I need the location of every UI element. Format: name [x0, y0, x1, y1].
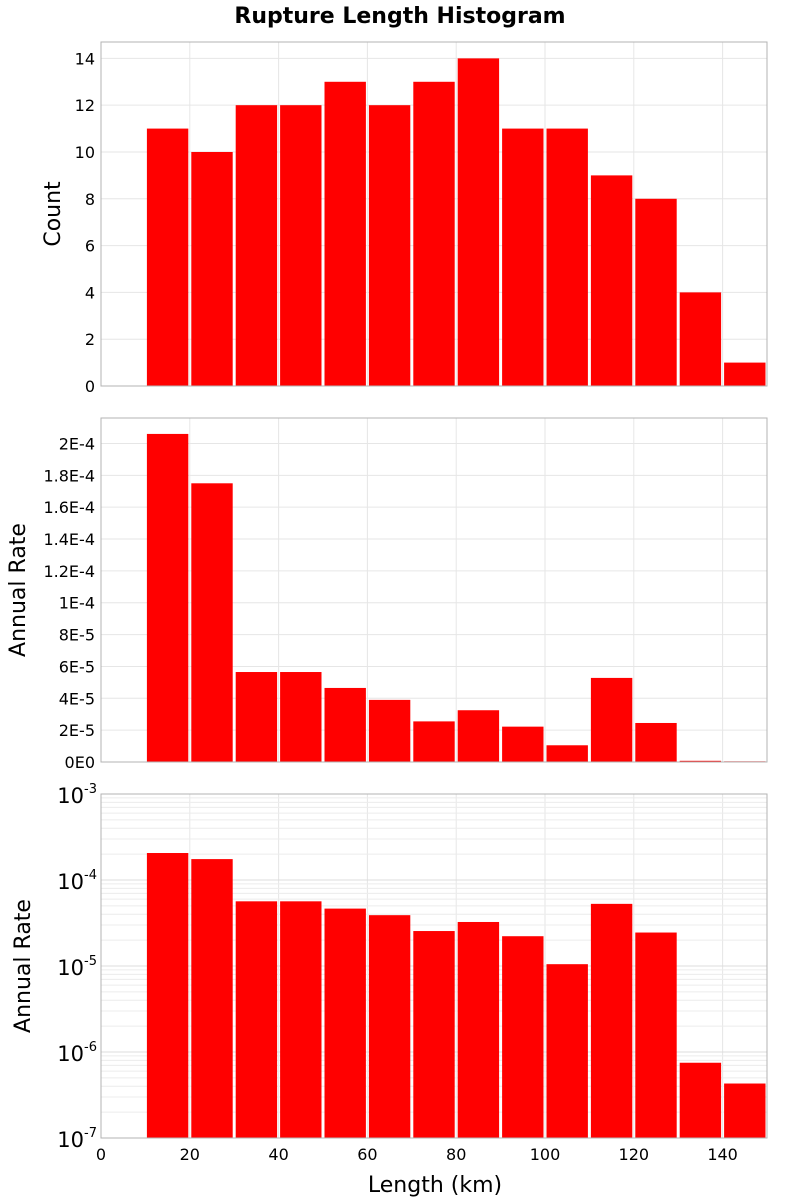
histogram-bar [724, 362, 766, 386]
y-axis-label: Count [41, 181, 66, 247]
histogram-bar [635, 722, 677, 762]
y-tick-label: 2E-5 [59, 721, 95, 740]
histogram-bar [280, 105, 322, 387]
plot-frame [100, 41, 768, 387]
histogram-bar [546, 128, 588, 387]
y-tick-label: 0E0 [65, 753, 95, 772]
histogram-bar [413, 931, 455, 1138]
histogram-bar [191, 151, 233, 386]
y-tick-label: 4 [85, 283, 95, 302]
x-tick-label: 120 [619, 1145, 650, 1164]
y-tick-label: 10 [75, 143, 95, 162]
y-tick-label: 8E-5 [59, 626, 95, 645]
y-tick-label: 0 [85, 377, 95, 396]
histogram-bar [679, 292, 722, 386]
histogram-bar [324, 687, 366, 762]
histogram-bar [457, 710, 500, 762]
histogram-bar [368, 699, 411, 762]
x-tick-label: 60 [357, 1145, 377, 1164]
histogram-bar [280, 901, 322, 1138]
histogram-bar [546, 964, 588, 1138]
histogram-bar [324, 908, 366, 1138]
y-tick-label: 10-6 [57, 1040, 97, 1066]
histogram-bar [368, 915, 411, 1138]
histogram-bar [635, 198, 677, 386]
histogram-bar [590, 175, 633, 386]
annual-rate-linear-panel: 0E0 2E-5 4E-5 6E-5 8E-5 1E-4 1.2E-4 1.4E-4 1.6E-… [6, 417, 768, 772]
x-tick-label: 40 [268, 1145, 288, 1164]
y-tick-label: 10-3 [57, 782, 97, 808]
histogram-bar [724, 1083, 766, 1138]
histogram-bar [235, 105, 278, 387]
histogram-bar [679, 1062, 722, 1138]
y-tick-label: 1E-4 [59, 594, 95, 613]
x-tick-label: 80 [446, 1145, 466, 1164]
x-tick-label: 100 [530, 1145, 561, 1164]
histogram-bar [146, 128, 189, 387]
histogram-bar [413, 721, 455, 762]
count-histogram-panel: 0 2 4 6 8 10 12 14 Count [41, 41, 768, 396]
y-tick-label: 10-7 [57, 1126, 97, 1152]
histogram-bar [502, 936, 544, 1138]
y-axis-label: Annual Rate [6, 523, 31, 657]
histogram-bar [590, 903, 633, 1138]
y-tick-label: 10-4 [57, 868, 97, 894]
histogram-bar [235, 672, 278, 762]
histogram-bar [679, 760, 722, 762]
histogram-bar [235, 901, 278, 1138]
histogram-bar [191, 483, 233, 762]
histogram-bar [502, 726, 544, 762]
histogram-bar [146, 853, 189, 1138]
histogram-bar [280, 672, 322, 762]
histogram-bar [324, 81, 366, 386]
plot-frame [100, 793, 768, 1139]
chart-title: Rupture Length Histogram [234, 4, 565, 29]
annual-rate-log-panel: 10-7 10-6 10-5 10-4 10-3 Annual Rate 0 20 40 60 80… [11, 782, 768, 1198]
histogram-bar [368, 105, 411, 387]
x-tick-label: 0 [96, 1145, 106, 1164]
histogram-bar [457, 58, 500, 386]
x-tick-label: 20 [180, 1145, 200, 1164]
y-tick-label: 1.2E-4 [43, 562, 95, 581]
histogram-bar [502, 128, 544, 387]
y-tick-label: 6 [85, 237, 95, 256]
y-tick-label: 6E-5 [59, 657, 95, 676]
y-tick-label: 14 [75, 49, 95, 68]
y-tick-label: 8 [85, 190, 95, 209]
plot-frame [100, 417, 768, 763]
y-tick-label: 10-5 [57, 954, 97, 980]
histogram-bar [413, 81, 455, 386]
histogram-bar [191, 859, 233, 1138]
y-tick-label: 4E-5 [59, 689, 95, 708]
y-tick-label: 12 [75, 96, 95, 115]
histogram-bar [546, 745, 588, 762]
histogram-bar [635, 932, 677, 1138]
y-axis-label: Annual Rate [11, 899, 36, 1033]
y-tick-label: 2 [85, 330, 95, 349]
y-tick-label: 1.8E-4 [43, 466, 95, 485]
x-axis-label: Length (km) [368, 1173, 502, 1198]
x-tick-label: 140 [707, 1145, 738, 1164]
y-tick-label: 1.6E-4 [43, 498, 95, 517]
y-tick-label: 1.4E-4 [43, 530, 95, 549]
histogram-bar [146, 433, 189, 762]
histogram-bar [457, 921, 500, 1138]
histogram-bar [590, 677, 633, 762]
y-tick-label: 2E-4 [59, 434, 95, 453]
